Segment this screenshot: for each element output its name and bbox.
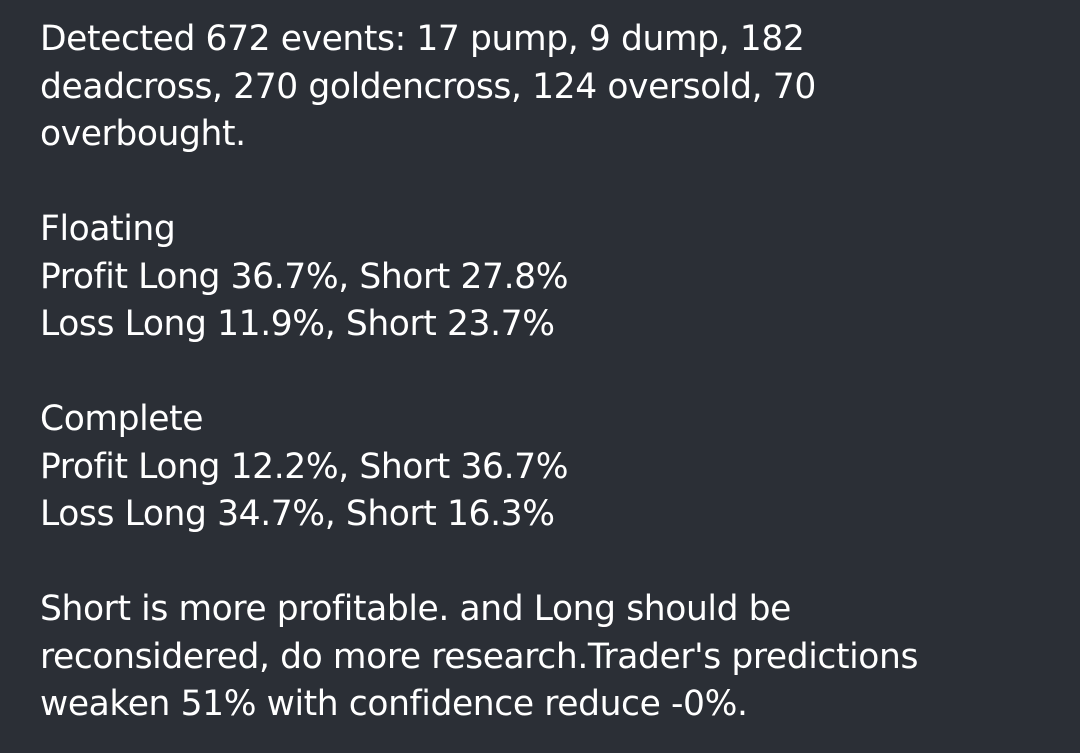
floating-profit: Profit Long 36.7%, Short 27.8% — [40, 256, 569, 297]
message-text: Detected 672 events: 17 pump, 9 dump, 18… — [40, 16, 1050, 729]
floating-loss: Loss Long 11.9%, Short 23.7% — [40, 304, 555, 344]
conclusion-line: reconsidered, do more research.Trader's … — [40, 636, 919, 677]
summary-line: overbought. — [40, 114, 246, 154]
summary-line: deadcross, 270 goldencross, 124 oversold… — [40, 66, 816, 107]
summary-line: Detected 672 events: 17 pump, 9 dump, 18… — [40, 19, 805, 59]
conclusion-line: Short is more profitable. and Long shoul… — [40, 589, 792, 629]
paragraph-spacer — [40, 539, 1050, 587]
complete-loss: Loss Long 34.7%, Short 16.3% — [40, 494, 555, 534]
floating-heading: Floating — [40, 209, 176, 249]
conclusion-line: weaken 51% with confidence reduce -0%. — [40, 684, 748, 724]
complete-profit: Profit Long 12.2%, Short 36.7% — [40, 446, 569, 487]
complete-heading: Complete — [40, 399, 204, 439]
paragraph-spacer — [40, 159, 1050, 207]
paragraph-spacer — [40, 349, 1050, 397]
